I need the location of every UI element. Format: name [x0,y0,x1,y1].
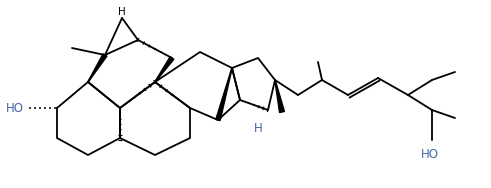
Polygon shape [275,80,284,113]
Polygon shape [216,68,232,121]
Polygon shape [155,57,174,82]
Text: HO: HO [421,148,439,161]
Text: HO: HO [6,102,24,114]
Text: H: H [254,121,262,134]
Text: H: H [118,7,126,17]
Polygon shape [88,54,107,82]
